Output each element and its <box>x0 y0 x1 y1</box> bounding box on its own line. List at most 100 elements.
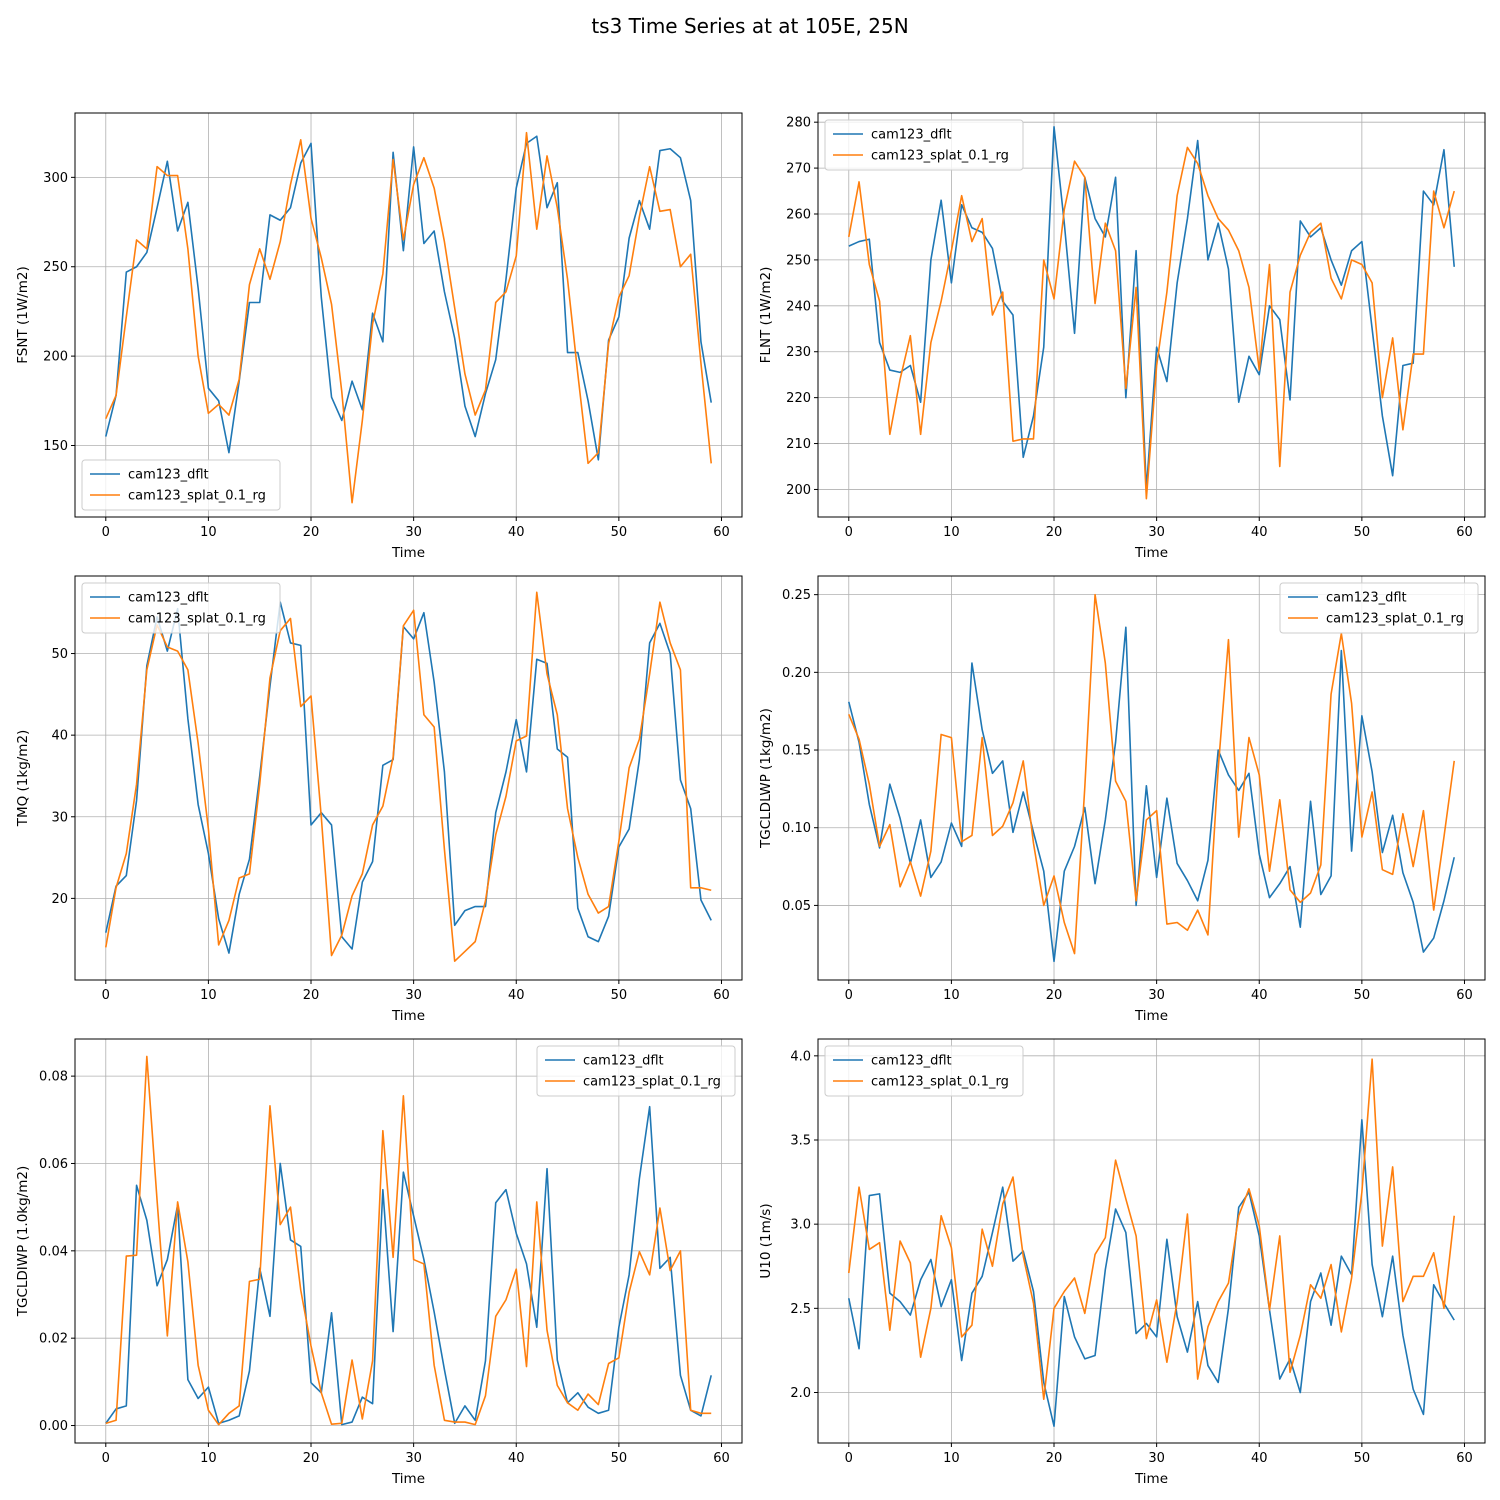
legend: cam123_dflt cam123_splat_0.1_rg <box>81 582 281 634</box>
axes-frame <box>817 575 1486 981</box>
y-tick-label: 50 <box>51 647 68 662</box>
x-tick-label: 40 <box>1251 988 1268 1003</box>
x-tick-label: 30 <box>405 525 422 540</box>
x-tick-label: 10 <box>200 525 217 540</box>
figure-title: ts3 Time Series at at 105E, 25N <box>591 14 909 38</box>
y-tick-label: 2.5 <box>790 1302 811 1317</box>
x-tick-label: 30 <box>1148 525 1165 540</box>
y-tick-label: 0.20 <box>782 666 811 681</box>
x-tick-label: 0 <box>845 525 853 540</box>
x-tick-label: 0 <box>845 1451 853 1466</box>
axes-frame <box>817 1038 1486 1444</box>
x-tick-label: 50 <box>611 988 628 1003</box>
y-tick-label: 4.0 <box>790 1049 811 1064</box>
x-axis-label: Time <box>1134 545 1168 561</box>
legend: cam123_dflt cam123_splat_0.1_rg <box>824 119 1024 171</box>
y-tick-label: 220 <box>786 391 811 406</box>
legend-box <box>824 119 1024 171</box>
legend-label: cam123_splat_0.1_rg <box>871 1075 1009 1090</box>
series-line-splat <box>105 1055 712 1426</box>
series-line-dflt <box>848 125 1456 491</box>
x-tick-label: 0 <box>102 1451 110 1466</box>
y-axis-label: TGCLDIWP (1.0kg/m2) <box>15 1166 31 1318</box>
subplot-2: 0 10 20 30 40 50 60 200 210 220 230 240 250 260 270 280… <box>758 112 1486 561</box>
axes-frame <box>817 112 1486 518</box>
y-tick-label: 30 <box>51 810 68 825</box>
series-line-splat <box>847 1058 1456 1401</box>
x-tick-label: 20 <box>303 988 320 1003</box>
x-tick-label: 20 <box>1046 1451 1063 1466</box>
series-line-splat <box>105 131 713 504</box>
legend-label: cam123_dflt <box>583 1054 664 1069</box>
legend: cam123_dflt cam123_splat_0.1_rg <box>81 459 281 511</box>
subplot-6: 0 10 20 30 40 50 60 2.0 2.5 3.0 3.5 4.0 Time U10 (1m/… <box>758 1038 1486 1487</box>
axes-frame <box>74 1038 743 1444</box>
y-tick-label: 0.06 <box>39 1157 68 1172</box>
series-line-dflt <box>105 1105 712 1426</box>
y-tick-label: 20 <box>51 892 68 907</box>
y-tick-label: 150 <box>43 439 68 454</box>
y-axis-label: TGCLDLWP (1kg/m2) <box>758 708 774 849</box>
series-line-dflt <box>105 135 713 461</box>
legend-box <box>1279 582 1479 634</box>
y-axis-label: U10 (1m/s) <box>758 1203 774 1278</box>
legend-label: cam123_splat_0.1_rg <box>128 612 266 627</box>
x-tick-label: 50 <box>1354 988 1371 1003</box>
x-tick-label: 20 <box>303 1451 320 1466</box>
x-tick-label: 30 <box>1148 988 1165 1003</box>
y-tick-label: 200 <box>786 483 811 498</box>
legend-box <box>536 1045 736 1097</box>
x-tick-label: 0 <box>102 988 110 1003</box>
x-tick-label: 60 <box>713 525 730 540</box>
y-axis-label: FSNT (1W/m2) <box>15 266 31 364</box>
x-axis-label: Time <box>1134 1008 1168 1024</box>
y-tick-label: 260 <box>786 208 811 223</box>
x-tick-label: 10 <box>943 1451 960 1466</box>
subplot-4: 0 10 20 30 40 50 60 0.05 0.10 0.15 0.20 0.25 Time TGC… <box>758 575 1486 1024</box>
y-tick-label: 40 <box>51 729 68 744</box>
x-tick-label: 20 <box>1046 988 1063 1003</box>
x-tick-label: 40 <box>1251 1451 1268 1466</box>
x-tick-label: 10 <box>200 988 217 1003</box>
axes-frame <box>74 575 743 981</box>
y-tick-label: 0.25 <box>782 588 811 603</box>
y-tick-label: 200 <box>43 350 68 365</box>
legend-label: cam123_dflt <box>1326 591 1407 606</box>
x-tick-label: 60 <box>713 988 730 1003</box>
y-tick-label: 230 <box>786 345 811 360</box>
legend-box <box>81 582 281 634</box>
x-tick-label: 0 <box>845 988 853 1003</box>
legend-box <box>824 1045 1024 1097</box>
y-axis-label: FLNT (1W/m2) <box>758 267 774 364</box>
x-axis-label: Time <box>391 1471 425 1487</box>
legend-label: cam123_dflt <box>871 1054 952 1069</box>
x-tick-label: 40 <box>508 525 525 540</box>
legend: cam123_dflt cam123_splat_0.1_rg <box>536 1045 736 1097</box>
y-tick-label: 3.0 <box>790 1218 811 1233</box>
y-tick-label: 0.02 <box>39 1332 68 1347</box>
x-tick-label: 10 <box>943 988 960 1003</box>
subplot-5: 0 10 20 30 40 50 60 0.00 0.02 0.04 0.06 0.08 Time TGC… <box>15 1038 743 1487</box>
x-tick-label: 50 <box>1354 1451 1371 1466</box>
y-tick-label: 270 <box>786 162 811 177</box>
y-tick-label: 2.0 <box>790 1386 811 1401</box>
x-tick-label: 40 <box>508 1451 525 1466</box>
y-tick-label: 280 <box>786 116 811 131</box>
x-tick-label: 50 <box>1354 525 1371 540</box>
subplot-1: 0 10 20 30 40 50 60 150 200 250 300 Time FSNT (1W/m2… <box>15 112 743 561</box>
x-tick-label: 30 <box>405 1451 422 1466</box>
series-line-dflt <box>104 601 712 954</box>
x-axis-label: Time <box>391 1008 425 1024</box>
legend-label: cam123_splat_0.1_rg <box>1326 612 1464 627</box>
legend: cam123_dflt cam123_splat_0.1_rg <box>824 1045 1024 1097</box>
legend-label: cam123_splat_0.1_rg <box>583 1075 721 1090</box>
y-tick-label: 0.10 <box>782 821 811 836</box>
x-tick-label: 60 <box>1456 1451 1473 1466</box>
x-tick-label: 30 <box>405 988 422 1003</box>
legend-label: cam123_splat_0.1_rg <box>128 489 266 504</box>
y-tick-label: 0.00 <box>39 1419 68 1434</box>
y-tick-label: 0.05 <box>782 899 811 914</box>
x-axis-label: Time <box>1134 1471 1168 1487</box>
x-axis-label: Time <box>391 545 425 561</box>
series-line-splat <box>848 593 1456 955</box>
